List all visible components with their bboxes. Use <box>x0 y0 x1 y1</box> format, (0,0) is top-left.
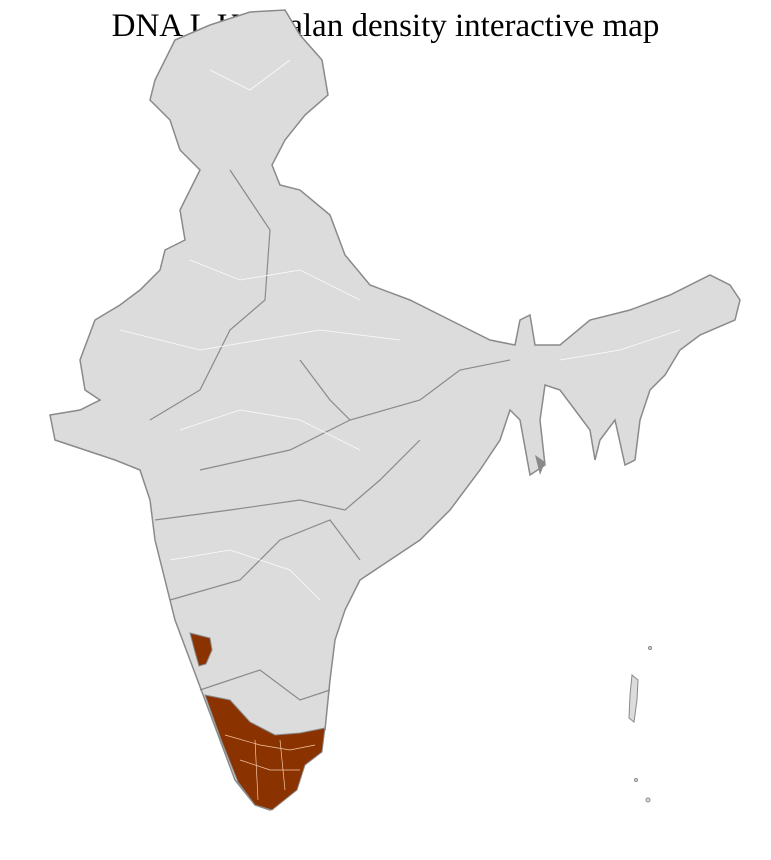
highlighted-region-south[interactable] <box>204 694 326 811</box>
sri-lanka-gap-marker <box>535 455 545 475</box>
highlighted-region-goa[interactable] <box>189 632 213 667</box>
state-borders <box>149 169 511 701</box>
district-borders <box>119 59 681 601</box>
andaman-islands <box>628 646 652 803</box>
india-outline[interactable] <box>49 9 741 811</box>
highlight-district-borders <box>224 734 316 801</box>
